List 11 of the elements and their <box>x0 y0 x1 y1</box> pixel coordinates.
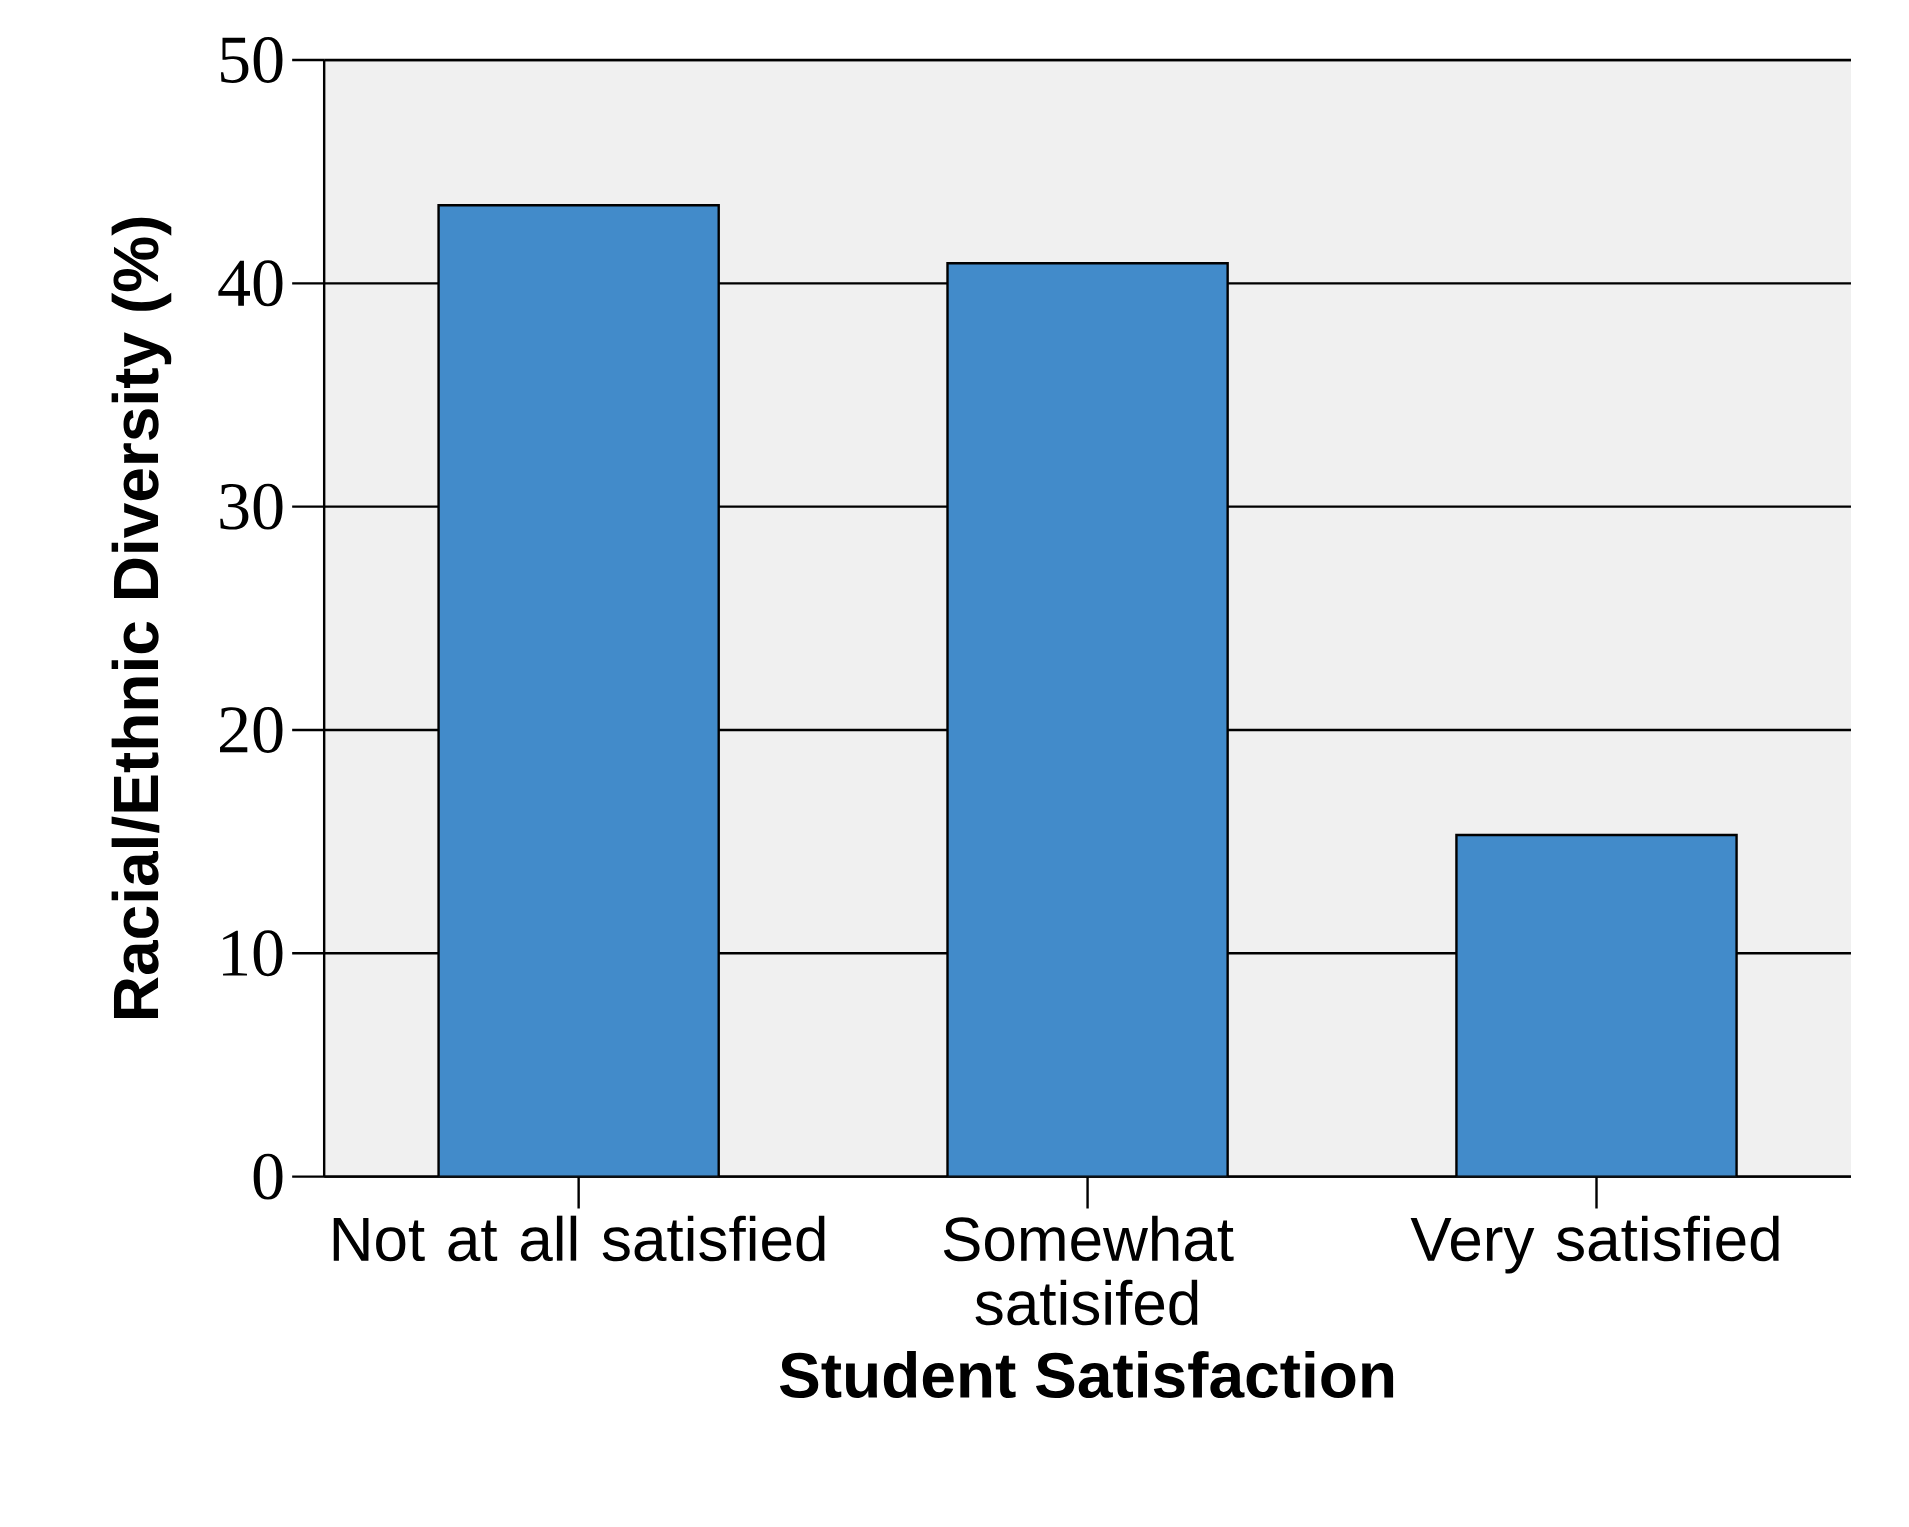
x-tick-label: Very satisfied <box>1410 1215 1779 1274</box>
x-tick-label: Not at all satisfied <box>333 1215 825 1262</box>
x-axis-title: Student Satisfaction <box>779 1351 1394 1399</box>
y-axis-title: Racial/Ethnic Diversity (%) <box>111 217 172 1019</box>
y-tick-label: 50 <box>221 37 283 84</box>
y-tick-label: 40 <box>218 260 283 307</box>
y-tick-label: 10 <box>223 930 283 977</box>
y-tick-label: 30 <box>220 483 283 530</box>
y-tick-label: 20 <box>220 707 283 754</box>
y-tick-label: 0 <box>253 1153 283 1200</box>
x-tick-label: Somewhat satisifed <box>943 1215 1234 1326</box>
